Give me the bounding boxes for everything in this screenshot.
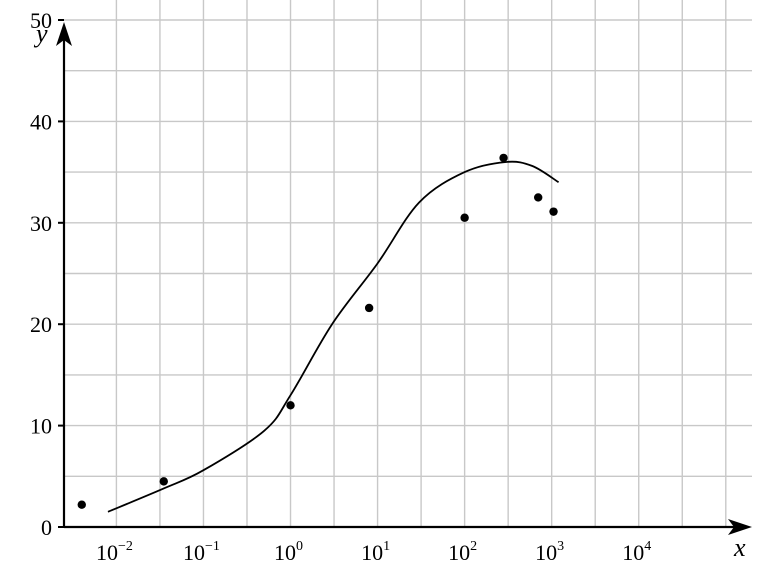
data-point	[499, 153, 508, 163]
x-tick: 103	[535, 539, 564, 565]
x-ticks: 10−2 10−1 100 101 102 103 104	[96, 539, 651, 565]
y-tick: 0	[41, 515, 64, 540]
y-tick-label: 20	[30, 312, 52, 337]
y-axis-label: y	[33, 19, 48, 48]
data-point	[549, 207, 558, 216]
grid	[64, 0, 752, 527]
y-tick: 30	[30, 211, 64, 236]
data-point	[460, 213, 469, 222]
x-axis-arrow	[728, 519, 752, 535]
x-tick: 102	[448, 539, 477, 565]
data-points	[77, 153, 558, 509]
data-point	[77, 500, 86, 509]
x-tick-label: 100	[274, 539, 303, 565]
data-point	[533, 193, 543, 202]
x-tick-label: 10−1	[183, 539, 220, 565]
data-point	[159, 477, 168, 486]
y-tick-label: 30	[30, 211, 52, 236]
y-tick-label: 50	[30, 8, 52, 33]
x-tick-label: 103	[535, 539, 564, 565]
y-tick-label: 0	[41, 515, 52, 540]
x-tick: 100	[274, 539, 303, 565]
x-tick-label: 102	[448, 539, 477, 565]
axes: y x	[33, 19, 752, 562]
y-tick: 10	[30, 414, 64, 439]
x-tick-label: 10−2	[96, 539, 133, 565]
data-point	[286, 401, 295, 410]
y-tick: 20	[30, 312, 64, 337]
x-tick: 101	[361, 539, 390, 565]
y-ticks: 0 10 20 30 40 50	[30, 8, 64, 540]
data-point	[364, 303, 374, 313]
y-tick: 40	[30, 109, 64, 134]
x-tick-label: 104	[622, 539, 651, 565]
x-tick-label: 101	[361, 539, 390, 565]
x-tick: 10−1	[183, 539, 220, 565]
y-tick: 50	[30, 8, 64, 33]
fit-curve	[107, 160, 560, 513]
y-tick-label: 40	[30, 109, 52, 134]
x-tick: 10−2	[96, 539, 133, 565]
x-tick: 104	[622, 539, 651, 565]
y-axis-arrow	[56, 22, 72, 46]
y-tick-label: 10	[30, 414, 52, 439]
x-axis-label: x	[733, 533, 746, 562]
